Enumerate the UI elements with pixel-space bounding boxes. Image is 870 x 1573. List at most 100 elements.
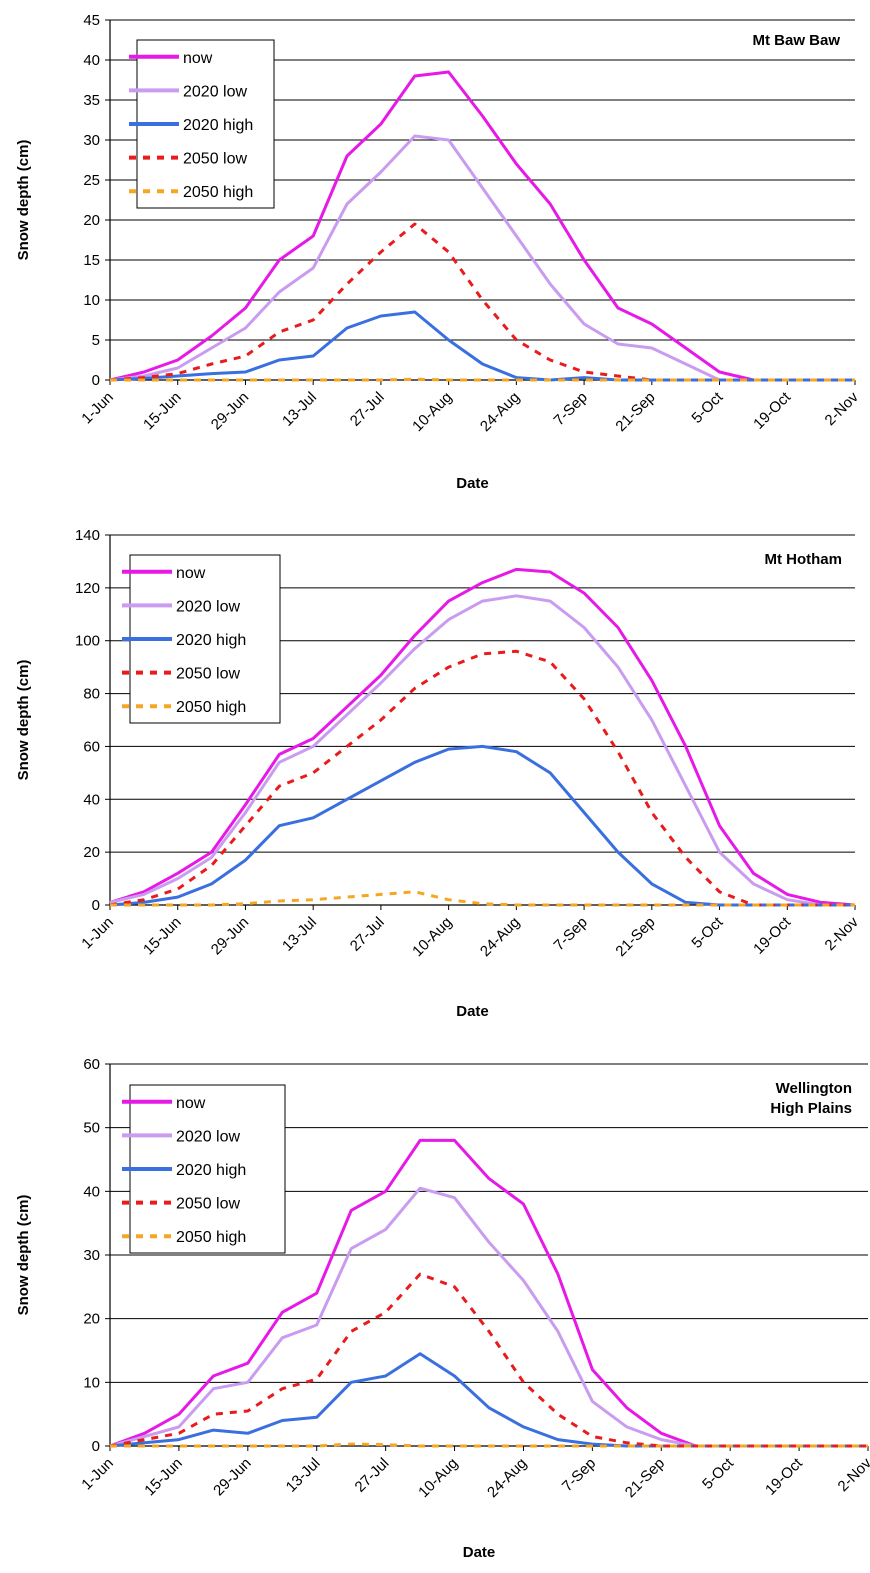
y-axis-title: Snow depth (cm)	[15, 140, 32, 261]
y-tick-label: 20	[83, 1311, 100, 1328]
x-tick-label: 1-Jun	[78, 389, 117, 428]
y-tick-label: 60	[83, 1056, 100, 1073]
x-tick-label: 10-Aug	[409, 389, 455, 435]
series-line-2050-low	[109, 649, 855, 907]
x-tick-label: 21-Sep	[612, 389, 658, 435]
chart-2: 0 20 40 60 80 100 120 140 1-Jun 15-Jun 29-Jun 13-Ju…	[15, 527, 862, 1020]
chart-1: 0 5 10 15 20 25 30 35 40 45 1-Jun 15-Jun 29-Jun 13-Ju…	[15, 12, 862, 492]
series-line-2050-high	[110, 1442, 868, 1448]
y-tick-label: 30	[83, 132, 100, 149]
x-tick-label: 29-Jun	[208, 389, 252, 433]
x-tick-label: 21-Sep	[622, 1455, 668, 1501]
legend: now 2020 low 2020 high 2050 low 2050 high	[129, 39, 275, 209]
legend-label: 2050 low	[176, 1196, 240, 1213]
x-tick-label: 21-Sep	[612, 914, 658, 960]
x-tick-label: 15-Jun	[141, 1455, 185, 1499]
y-tick-label: 25	[83, 172, 100, 189]
legend-label: 2050 low	[183, 151, 247, 168]
y-tick-label: 5	[92, 332, 100, 349]
legend-label: 2050 high	[183, 184, 253, 201]
y-tick-label: 20	[83, 212, 100, 229]
x-axis-title: Date	[463, 1544, 496, 1561]
y-tick-label: 30	[83, 1247, 100, 1264]
x-tick-label: 10-Aug	[415, 1455, 461, 1501]
y-tick-label: 40	[83, 1183, 100, 1200]
x-tick-label: 5-Oct	[699, 1454, 738, 1493]
y-tick-label: 40	[83, 52, 100, 69]
legend-label: 2050 low	[176, 666, 240, 683]
chart-title: Mt Baw Baw	[752, 32, 840, 49]
legend-label: now	[183, 50, 213, 67]
y-tick-label: 0	[92, 897, 100, 914]
x-tick-label: 2-Nov	[822, 913, 863, 954]
x-tick-label: 2-Nov	[835, 1454, 870, 1495]
x-tick-label: 15-Jun	[140, 914, 184, 958]
series-line-2050-low	[109, 1272, 868, 1448]
y-tick-label: 20	[83, 844, 100, 861]
x-tick-label: 5-Oct	[688, 388, 727, 427]
x-tick-label: 19-Oct	[750, 913, 794, 957]
x-tick-label: 24-Aug	[477, 914, 523, 960]
legend-label: 2020 high	[176, 1162, 246, 1179]
y-tick-label: 40	[83, 791, 100, 808]
series-line-2050-high	[110, 377, 855, 382]
x-tick-label: 27-Jul	[347, 914, 388, 955]
x-tick-label: 29-Jun	[208, 914, 252, 958]
legend: now 2020 low 2020 high 2050 low 2050 high	[122, 554, 281, 724]
x-tick-label: 1-Jun	[78, 1455, 117, 1494]
x-tick-label: 27-Jul	[352, 1455, 393, 1496]
x-tick-label: 24-Aug	[477, 389, 523, 435]
x-axis-title: Date	[456, 475, 489, 492]
legend-label: now	[176, 565, 206, 582]
chart-title: Mt Hotham	[765, 551, 843, 568]
x-tick-label: 29-Jun	[210, 1455, 254, 1499]
y-axis-title: Snow depth (cm)	[15, 660, 32, 781]
x-tick-label: 7-Sep	[551, 389, 591, 429]
legend-label: 2050 high	[176, 699, 246, 716]
y-tick-label: 80	[83, 686, 100, 703]
y-tick-label: 35	[83, 92, 100, 109]
y-tick-label: 10	[83, 1374, 100, 1391]
x-tick-label: 1-Jun	[78, 914, 117, 953]
y-tick-label: 50	[83, 1120, 100, 1137]
x-tick-label: 27-Jul	[347, 389, 388, 430]
x-tick-label: 7-Sep	[551, 914, 591, 954]
legend-label: 2020 low	[176, 598, 240, 615]
series-line-2050-high	[110, 890, 855, 907]
y-tick-label: 10	[83, 292, 100, 309]
x-tick-label: 15-Jun	[140, 389, 184, 433]
y-tick-label: 0	[92, 372, 100, 389]
y-tick-label: 45	[83, 12, 100, 29]
x-tick-label: 13-Jul	[279, 914, 320, 955]
y-tick-label: 0	[92, 1438, 100, 1455]
chart-title: High Plains	[770, 1100, 852, 1117]
y-tick-label: 60	[83, 738, 100, 755]
series-line-2020-low	[109, 594, 855, 907]
legend-label: now	[176, 1095, 206, 1112]
x-tick-label: 13-Jul	[283, 1455, 324, 1496]
x-tick-label: 19-Oct	[762, 1454, 806, 1498]
chart-3: 0 10 20 30 40 50 60 1-Jun 15-Jun 29-Jun 13-Jul 27-J…	[15, 1056, 870, 1561]
y-tick-label: 140	[75, 527, 100, 544]
x-tick-label: 5-Oct	[688, 913, 727, 952]
y-tick-label: 120	[75, 580, 100, 597]
legend-label: 2050 high	[176, 1229, 246, 1246]
chart-title: Wellington	[776, 1080, 852, 1097]
legend-label: 2020 high	[183, 117, 253, 134]
legend-label: 2020 low	[183, 83, 247, 100]
y-axis-title: Snow depth (cm)	[15, 1195, 32, 1316]
x-axis-title: Date	[456, 1003, 489, 1020]
series-line-now	[109, 70, 855, 382]
y-tick-label: 15	[83, 252, 100, 269]
x-tick-label: 2-Nov	[822, 388, 863, 429]
y-tick-label: 100	[75, 633, 100, 650]
x-tick-label: 7-Sep	[559, 1455, 599, 1495]
legend: now 2020 low 2020 high 2050 low 2050 high	[122, 1084, 286, 1254]
x-tick-label: 10-Aug	[409, 914, 455, 960]
legend-label: 2020 low	[176, 1128, 240, 1145]
legend-label: 2020 high	[176, 632, 246, 649]
series-line-now	[109, 567, 856, 907]
x-tick-label: 19-Oct	[750, 388, 794, 432]
